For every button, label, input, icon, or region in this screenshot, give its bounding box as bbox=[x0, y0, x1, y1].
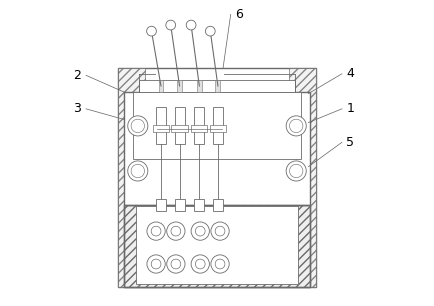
Bar bbox=[177, 80, 182, 92]
Circle shape bbox=[211, 222, 229, 240]
Circle shape bbox=[286, 161, 306, 181]
Bar bbox=[289, 68, 316, 287]
Text: 6: 6 bbox=[235, 8, 243, 21]
Bar bbox=[197, 80, 202, 92]
Bar bbox=[136, 206, 298, 284]
Bar bbox=[215, 80, 220, 92]
Circle shape bbox=[191, 255, 209, 273]
Circle shape bbox=[286, 116, 306, 136]
Circle shape bbox=[289, 164, 303, 178]
Text: 1: 1 bbox=[346, 102, 354, 115]
Bar bbox=[139, 80, 295, 92]
Circle shape bbox=[191, 222, 209, 240]
Circle shape bbox=[171, 226, 181, 236]
Bar bbox=[174, 199, 184, 211]
Circle shape bbox=[186, 20, 196, 30]
Bar bbox=[124, 205, 310, 287]
Bar bbox=[124, 205, 310, 287]
Circle shape bbox=[151, 226, 161, 236]
Circle shape bbox=[167, 222, 185, 240]
Bar bbox=[133, 92, 301, 159]
Bar bbox=[210, 125, 226, 132]
Circle shape bbox=[147, 255, 165, 273]
Bar bbox=[171, 125, 187, 132]
Bar bbox=[213, 107, 223, 144]
Circle shape bbox=[289, 119, 303, 132]
Bar bbox=[158, 80, 163, 92]
Bar bbox=[194, 199, 204, 211]
Circle shape bbox=[147, 26, 156, 36]
Circle shape bbox=[128, 116, 148, 136]
Circle shape bbox=[205, 26, 215, 36]
Circle shape bbox=[131, 164, 145, 178]
Circle shape bbox=[147, 222, 165, 240]
Circle shape bbox=[195, 226, 205, 236]
Circle shape bbox=[166, 20, 176, 30]
Bar bbox=[156, 199, 166, 211]
Bar bbox=[156, 107, 166, 144]
Text: 2: 2 bbox=[74, 69, 82, 82]
Bar bbox=[174, 107, 184, 144]
Bar bbox=[153, 125, 169, 132]
Circle shape bbox=[195, 259, 205, 269]
Bar bbox=[194, 107, 204, 144]
Bar bbox=[118, 68, 145, 287]
Text: 4: 4 bbox=[346, 67, 354, 80]
Text: 5: 5 bbox=[346, 136, 355, 149]
Circle shape bbox=[131, 119, 145, 132]
Bar bbox=[124, 92, 310, 205]
Circle shape bbox=[167, 255, 185, 273]
Text: 3: 3 bbox=[74, 102, 82, 115]
Bar bbox=[118, 68, 316, 287]
Circle shape bbox=[215, 259, 225, 269]
Circle shape bbox=[151, 259, 161, 269]
Bar bbox=[213, 199, 223, 211]
Circle shape bbox=[128, 161, 148, 181]
Circle shape bbox=[211, 255, 229, 273]
Circle shape bbox=[171, 259, 181, 269]
Bar bbox=[191, 125, 207, 132]
Circle shape bbox=[215, 226, 225, 236]
